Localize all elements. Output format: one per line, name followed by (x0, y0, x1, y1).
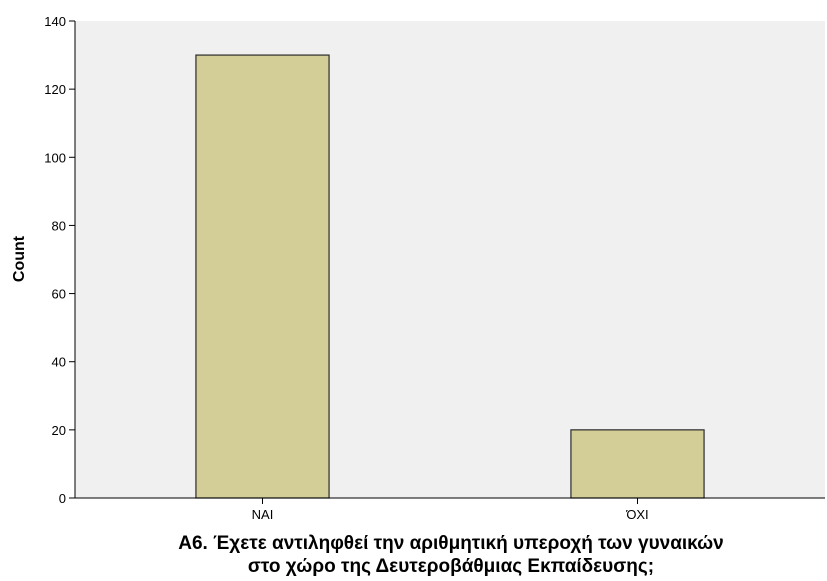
y-tick-label: 0 (59, 491, 66, 506)
y-tick-label: 80 (52, 218, 66, 233)
y-axis: 0 20 40 60 80 100 120 140 (44, 14, 76, 506)
y-tick-label: 120 (44, 82, 66, 97)
plot-area (75, 21, 825, 498)
bars-group (195, 54, 705, 499)
y-axis-title: Count (11, 235, 28, 282)
bar (570, 429, 705, 499)
y-tick-label: 20 (52, 423, 66, 438)
x-axis: ΝΑΙ ΌΧΙ (75, 497, 825, 522)
y-tick-label: 60 (52, 287, 66, 302)
y-tick-label: 40 (52, 355, 66, 370)
y-tick-label: 100 (44, 150, 66, 165)
x-axis-title-line-1: Α6. Έχετε αντιληφθεί την αριθμητική υπερ… (178, 533, 723, 554)
x-category-label: ΌΧΙ (625, 507, 648, 522)
y-tick-label: 140 (44, 14, 66, 29)
x-axis-title-line-2: στο χώρο της Δευτεροβάθμιας Εκπαίδευσης; (248, 556, 654, 577)
x-category-label: ΝΑΙ (252, 507, 274, 522)
bar (195, 54, 330, 499)
